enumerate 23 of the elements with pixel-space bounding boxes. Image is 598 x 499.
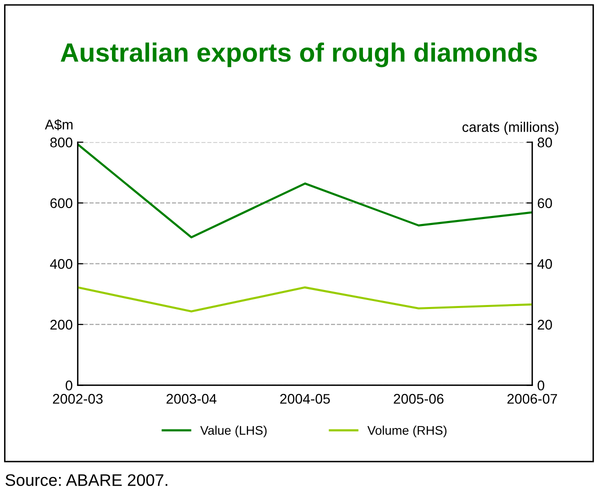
- y2-tick-label: 0: [538, 380, 544, 390]
- legend-label: Volume (RHS): [367, 426, 446, 438]
- y-tick-label: 400: [50, 259, 72, 269]
- y-tick-label: 600: [50, 198, 72, 208]
- y-tick-label: 0: [66, 380, 72, 390]
- y2-tick-label: 80: [538, 138, 552, 148]
- y-tick-label: 800: [50, 138, 72, 148]
- line-series: [78, 286, 532, 312]
- y2-tick-label: 40: [537, 259, 552, 269]
- line-series: [78, 143, 532, 238]
- y-axis-title: A$m: [44, 119, 72, 130]
- legend-label: Value (LHS): [200, 426, 267, 438]
- x-tick-label: 2002-03: [52, 394, 103, 404]
- y2-tick-label: 20: [538, 320, 552, 330]
- y2-tick-label: 60: [538, 198, 552, 208]
- x-tick-label: 2003-04: [166, 394, 216, 404]
- source-note: Source: ABARE 2007.: [6, 474, 168, 486]
- x-tick-label: 2006-07: [507, 394, 558, 404]
- x-tick-label: 2005-06: [394, 394, 444, 404]
- chart-title: Australian exports of rough diamonds: [60, 42, 537, 68]
- x-tick-label: 2004-05: [280, 394, 330, 404]
- y2-axis-title: carats (millions): [462, 122, 558, 135]
- y-tick-label: 200: [50, 320, 72, 330]
